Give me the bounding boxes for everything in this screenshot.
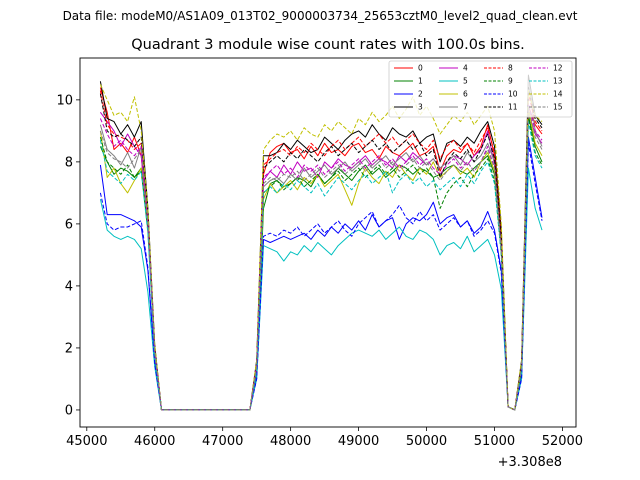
- legend-label-4: 4: [463, 64, 468, 73]
- series-line-1: [99, 114, 543, 411]
- x-tick-label: 51000: [474, 434, 515, 449]
- y-tick-label: 4: [65, 279, 73, 294]
- legend-label-14: 14: [553, 90, 563, 99]
- series-line-2: [99, 136, 543, 411]
- series-line-5: [99, 167, 543, 411]
- series-line-9: [99, 118, 543, 411]
- legend-label-11: 11: [508, 103, 518, 112]
- y-tick-label: 2: [65, 341, 73, 356]
- chart-title: Quadrant 3 module wise count rates with …: [131, 37, 525, 53]
- plot-lines: [99, 74, 543, 411]
- legend-label-15: 15: [553, 103, 563, 112]
- series-line-4: [99, 111, 543, 411]
- y-axis: 0 2 4 6 8 10: [56, 93, 80, 418]
- legend-label-0: 0: [418, 64, 423, 73]
- x-tick-label: 45000: [66, 434, 107, 449]
- series-line-13: [99, 121, 543, 411]
- legend-label-3: 3: [418, 103, 423, 112]
- legend-label-8: 8: [508, 64, 513, 73]
- x-tick-label: 48000: [270, 434, 311, 449]
- x-tick-label: 52000: [542, 434, 583, 449]
- series-line-11: [99, 87, 543, 411]
- legend-label-9: 9: [508, 77, 513, 86]
- series-line-3: [99, 74, 543, 411]
- legend-label-10: 10: [508, 90, 518, 99]
- legend-label-6: 6: [463, 90, 468, 99]
- x-axis-offset-label: +3.308e8: [498, 455, 562, 470]
- y-tick-label: 8: [65, 155, 73, 170]
- y-tick-label: 6: [65, 217, 73, 232]
- legend-frame: [388, 60, 573, 118]
- y-tick-label: 10: [56, 93, 73, 108]
- x-tick-label: 46000: [134, 434, 175, 449]
- legend-label-2: 2: [418, 90, 423, 99]
- x-tick-label: 50000: [406, 434, 447, 449]
- legend-label-5: 5: [463, 77, 468, 86]
- series-line-0: [99, 87, 543, 411]
- series-line-14: [99, 84, 543, 411]
- y-tick-label: 0: [65, 403, 73, 418]
- legend-label-7: 7: [463, 103, 468, 112]
- axes-frame: [79, 57, 577, 428]
- x-tick-label: 47000: [202, 434, 243, 449]
- x-tick-label: 49000: [338, 434, 379, 449]
- legend-label-12: 12: [553, 64, 563, 73]
- legend-label-1: 1: [418, 77, 423, 86]
- chart-suptitle: Data file: modeM0/AS1A09_013T02_90000037…: [63, 9, 578, 23]
- x-axis: 45000 46000 47000 48000 49000 50000 51000 52000: [66, 427, 583, 449]
- legend-label-13: 13: [553, 77, 563, 86]
- series-line-10: [99, 142, 543, 411]
- series-line-15: [99, 105, 543, 411]
